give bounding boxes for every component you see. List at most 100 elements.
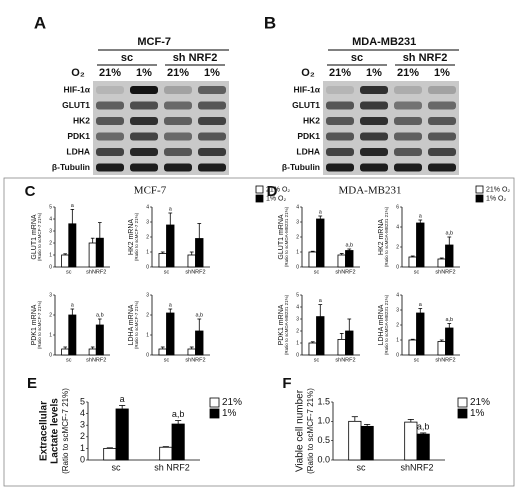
y-tick-label: 0 — [80, 454, 85, 464]
blot-background — [93, 81, 229, 175]
bar — [61, 348, 70, 356]
protein-label: LDHA — [66, 146, 90, 156]
cell-line-title: MCF-7 — [137, 36, 171, 48]
blot-band — [198, 132, 226, 141]
blot-band — [130, 86, 158, 94]
error-bar — [168, 212, 173, 225]
blot-band — [96, 101, 124, 110]
x-tick-label: shNRF2 — [435, 357, 455, 363]
blot-band — [326, 86, 354, 94]
y-axis-label: GLUT1 mRNA — [278, 214, 285, 259]
bar — [159, 446, 173, 461]
y-tick-label: 4 — [296, 304, 299, 310]
bar — [360, 425, 374, 461]
x-tick-label: sc — [112, 462, 122, 472]
blot-band — [394, 101, 422, 110]
bar — [404, 421, 418, 461]
significance-note: a,b — [345, 242, 353, 248]
significance-note: a — [319, 209, 323, 215]
error-bar — [318, 304, 323, 317]
error-bar — [347, 248, 352, 251]
legend-swatch — [457, 408, 468, 419]
o2-label: O₂ — [301, 67, 315, 79]
y-tick-label: 2 — [396, 322, 399, 328]
blot-band — [394, 163, 422, 172]
condition-label: 21% — [99, 67, 121, 79]
error-bar — [364, 424, 371, 427]
significance-note: a,b — [195, 312, 203, 318]
condition-label: 1% — [366, 67, 382, 79]
y-tick-label: 3 — [146, 219, 149, 225]
y-tick-label: 3 — [146, 292, 149, 298]
blot-band — [164, 86, 192, 94]
group-label: sc — [351, 52, 363, 64]
y-tick-label: 1.5 — [317, 396, 330, 406]
group-label: sc — [121, 52, 133, 64]
y-tick-label: 4 — [396, 292, 399, 298]
legend-swatch — [209, 397, 220, 408]
y-axis-note: (Ratio to scMCF-7 21%) — [37, 300, 42, 349]
y-axis-note: (Ratio to scMDA-MB231 21%) — [284, 206, 289, 267]
y-tick-label: 5 — [296, 292, 299, 298]
panel-title: MCF-7 — [134, 185, 167, 197]
bar — [187, 348, 196, 356]
error-bar — [189, 346, 194, 349]
group-label: sh NRF2 — [403, 52, 448, 64]
y-tick-label: 2 — [396, 244, 399, 250]
y-tick-label: 3 — [296, 219, 299, 225]
y-tick-label: 0 — [296, 264, 299, 270]
y-tick-label: 0 — [49, 352, 52, 358]
blot-band — [360, 163, 388, 172]
y-tick-label: 1 — [80, 443, 85, 453]
y-axis-label: Lactate levels — [50, 398, 61, 464]
protein-label: PDK1 — [297, 131, 320, 141]
legend-label: 21% — [222, 397, 242, 408]
blot-band — [360, 148, 388, 156]
y-tick-label: 1.0 — [317, 416, 330, 426]
x-tick-label: shNRF2 — [86, 357, 106, 363]
protein-label: β-Tubulin — [282, 162, 320, 172]
significance-note: a — [120, 394, 125, 404]
error-bar — [407, 418, 414, 423]
legend-label: 21% O₂ — [486, 186, 510, 193]
y-tick-label: 3 — [49, 228, 52, 234]
bar — [158, 253, 167, 268]
bar — [416, 433, 430, 461]
error-bar — [410, 338, 415, 340]
bar — [308, 251, 317, 268]
x-tick-label: sc — [66, 269, 72, 275]
error-bar — [162, 446, 169, 448]
y-tick-label: 0 — [49, 264, 52, 270]
blot-band — [326, 132, 354, 141]
y-axis-note: (Ratio to scMCF-7 21%) — [134, 212, 139, 261]
significance-note: a — [419, 213, 423, 219]
y-tick-label: 0.5 — [317, 435, 330, 445]
blot-band — [164, 132, 192, 141]
significance-note: a — [71, 203, 75, 209]
x-tick-label: sc — [314, 357, 320, 363]
legend-swatch — [475, 185, 484, 194]
y-tick-label: 1 — [49, 332, 52, 338]
protein-label: HK2 — [303, 115, 320, 125]
y-tick-label: 2 — [146, 234, 149, 240]
blot-band — [428, 132, 456, 141]
error-bar — [339, 253, 344, 255]
bar — [337, 254, 346, 268]
significance-note: a,b — [417, 421, 430, 431]
y-axis-label: LDHA mRNA — [128, 304, 135, 345]
bar — [95, 237, 104, 268]
error-bar — [98, 222, 102, 239]
error-bar — [351, 416, 358, 422]
x-tick-label: sh NRF2 — [154, 462, 190, 472]
significance-note: a,b — [96, 312, 104, 318]
panel-letter: D — [267, 183, 278, 200]
blot-background — [323, 81, 459, 175]
blot-band — [198, 86, 226, 94]
x-tick-label: shNRF2 — [86, 269, 106, 275]
blot-band — [360, 117, 388, 125]
error-bar — [347, 318, 352, 331]
protein-label: HIF-1α — [294, 84, 321, 94]
bar — [316, 316, 325, 356]
bar — [308, 342, 317, 356]
